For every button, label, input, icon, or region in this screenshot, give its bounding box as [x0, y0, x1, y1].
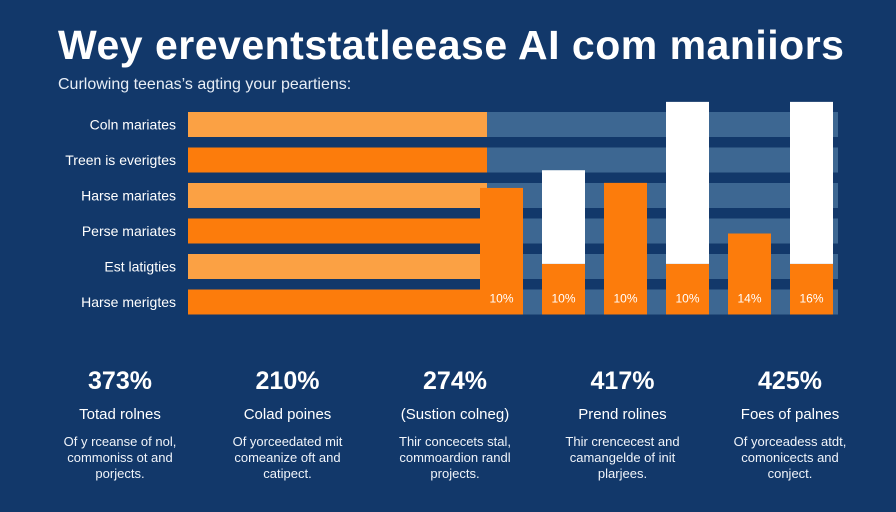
stat-card: 373% Totad rolnes Of y rceanse of nol, c… — [40, 366, 200, 506]
stat-label: Foes of palnes — [740, 406, 840, 423]
category-label: Treen is everigtes — [65, 152, 176, 168]
stat-card: 210% Colad poines Of yorceedated mit com… — [208, 366, 368, 506]
horizontal-bar — [188, 183, 487, 208]
stat-description-line: commoardion randl — [399, 450, 511, 465]
stat-description-line: Of yorceedated mit — [232, 434, 343, 449]
chart-title: Wey ereventstatleease AI com maniiors — [58, 22, 845, 68]
vertical-bar-top — [666, 101, 709, 264]
vertical-bar-base — [790, 263, 833, 315]
stat-description-line: comonicects and — [741, 450, 839, 465]
stat-description: Of yorceedated mit comeanize oft and cat… — [208, 434, 368, 482]
stat-description-line: Thir crencecest and — [565, 434, 680, 449]
stat-description-line: projects. — [430, 466, 480, 481]
stat-value: 417% — [590, 367, 655, 395]
stat-description-line: Of yorceadess atdt, — [733, 434, 847, 449]
stat-description: Of y rceanse of nol, commoniss ot and po… — [40, 434, 200, 482]
stat-label: Colad poines — [243, 406, 332, 423]
vertical-bar-base — [542, 263, 585, 315]
stat-description-line: comeanize oft and — [234, 450, 341, 465]
stat-description-line: plarjees. — [597, 466, 648, 481]
category-label: Perse mariates — [82, 223, 176, 239]
stat-label: (Sustion colneg) — [400, 406, 510, 423]
vertical-bar-base — [666, 263, 709, 315]
stat-description-line: commoniss ot and — [67, 450, 173, 465]
category-label: Harse merigtes — [81, 294, 176, 310]
vertical-bar-top — [790, 101, 833, 264]
stat-card: 417% Prend rolines Thir crencecest and c… — [543, 366, 703, 506]
stat-value: 210% — [255, 367, 320, 395]
vertical-bar-top — [542, 170, 585, 264]
vertical-bar — [728, 233, 771, 315]
horizontal-bar — [188, 254, 520, 279]
category-label: Est latigties — [104, 259, 176, 275]
stat-value: 373% — [88, 367, 152, 395]
stat-card: 425% Foes of palnes Of yorceadess atdt, … — [710, 366, 870, 506]
stat-description-line: Thir concecets stal, — [399, 434, 511, 449]
data-label: 10% — [675, 292, 699, 306]
horizontal-bar — [188, 218, 487, 244]
stat-description-line: conject. — [767, 466, 813, 481]
stat-description-line: camangelde of init — [569, 450, 676, 465]
horizontal-bar — [188, 289, 487, 315]
vertical-bar — [604, 182, 647, 315]
vertical-bar — [480, 187, 523, 315]
stat-description: Of yorceadess atdt, comonicects and conj… — [710, 434, 870, 482]
stat-label: Prend rolines — [578, 406, 667, 423]
stat-card: 274% (Sustion colneg) Thir concecets sta… — [375, 366, 535, 506]
data-label: 10% — [489, 292, 513, 306]
horizontal-bar — [188, 147, 487, 173]
stats-row: 373% Totad rolnes Of y rceanse of nol, c… — [40, 366, 870, 506]
stat-description-line: porjects. — [95, 466, 145, 481]
stat-value: 274% — [423, 367, 487, 395]
stat-description-line: catipect. — [263, 466, 312, 481]
stat-description: Thir crencecest and camangelde of init p… — [543, 434, 703, 482]
data-label: 10% — [613, 292, 637, 306]
category-label: Coln mariates — [90, 117, 176, 133]
stat-description: Thir concecets stal, commoardion randl p… — [375, 434, 535, 482]
stat-label: Totad rolnes — [79, 406, 161, 423]
stat-value: 425% — [758, 367, 822, 395]
data-label: 10% — [551, 292, 575, 306]
stat-description-line: Of y rceanse of nol, — [63, 434, 177, 449]
data-label: 16% — [799, 292, 823, 306]
horizontal-bar — [188, 112, 487, 137]
data-label: 14% — [737, 292, 761, 306]
category-label: Harse mariates — [81, 188, 176, 204]
chart-subtitle: Curlowing teenas’s agting your peartiens… — [58, 76, 352, 93]
